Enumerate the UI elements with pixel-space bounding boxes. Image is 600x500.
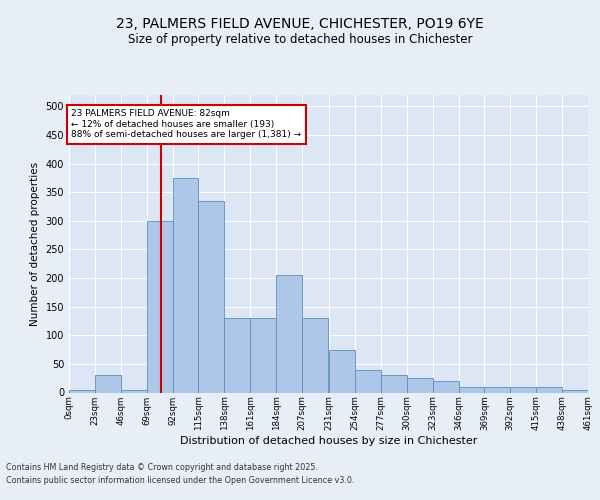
Bar — [511, 387, 536, 392]
Bar — [484, 387, 511, 392]
Bar — [121, 390, 146, 392]
Bar — [329, 350, 355, 393]
Y-axis label: Number of detached properties: Number of detached properties — [30, 162, 40, 326]
Bar — [95, 376, 121, 392]
Bar — [146, 221, 173, 392]
Bar — [381, 376, 407, 392]
Text: Size of property relative to detached houses in Chichester: Size of property relative to detached ho… — [128, 32, 472, 46]
Bar — [199, 201, 224, 392]
Bar — [562, 390, 588, 392]
Text: Contains HM Land Registry data © Crown copyright and database right 2025.: Contains HM Land Registry data © Crown c… — [6, 462, 318, 471]
Bar — [433, 381, 458, 392]
Bar — [69, 390, 95, 392]
Bar — [407, 378, 433, 392]
Bar — [173, 178, 199, 392]
Bar — [224, 318, 250, 392]
Bar — [276, 275, 302, 392]
Bar — [302, 318, 328, 392]
Text: 23 PALMERS FIELD AVENUE: 82sqm
← 12% of detached houses are smaller (193)
88% of: 23 PALMERS FIELD AVENUE: 82sqm ← 12% of … — [71, 110, 301, 139]
Text: 23, PALMERS FIELD AVENUE, CHICHESTER, PO19 6YE: 23, PALMERS FIELD AVENUE, CHICHESTER, PO… — [116, 18, 484, 32]
Bar — [250, 318, 276, 392]
Bar — [536, 387, 562, 392]
Bar — [458, 387, 484, 392]
X-axis label: Distribution of detached houses by size in Chichester: Distribution of detached houses by size … — [180, 436, 477, 446]
Bar — [355, 370, 381, 392]
Text: Contains public sector information licensed under the Open Government Licence v3: Contains public sector information licen… — [6, 476, 355, 485]
